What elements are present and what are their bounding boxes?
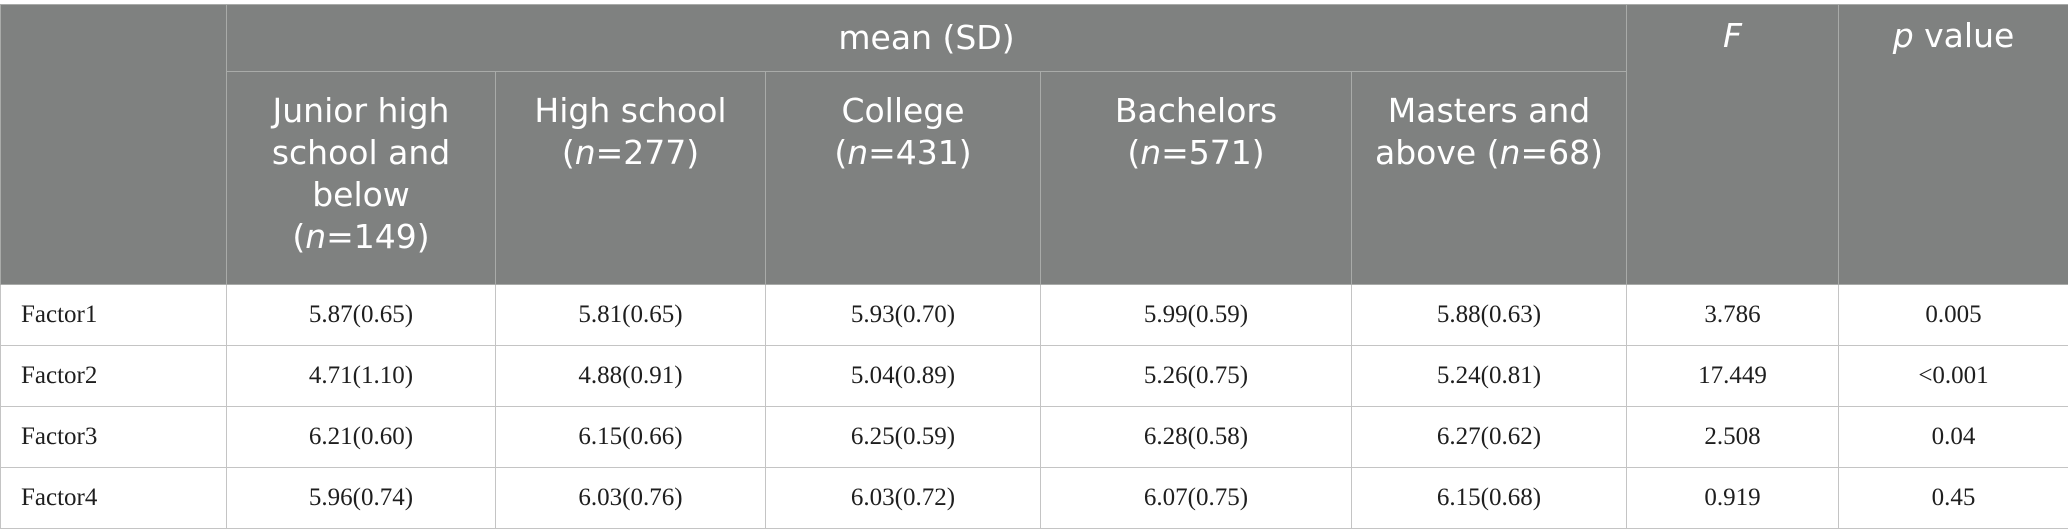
header-f: F — [1627, 5, 1839, 285]
anova-table: mean (SD) F p value Junior high school a… — [0, 4, 2068, 529]
row-label: Factor1 — [1, 285, 227, 346]
f-label: F — [1723, 16, 1742, 55]
n-prefix: ( — [1127, 133, 1140, 172]
mean-sd-cell: 6.03(0.76) — [496, 468, 766, 529]
f-cell: 2.508 — [1627, 407, 1839, 468]
header-n: (n=431) — [766, 132, 1040, 174]
n-prefix: ( — [562, 133, 575, 172]
f-cell: 0.919 — [1627, 468, 1839, 529]
n-value: =431) — [868, 133, 972, 172]
header-line: Bachelors — [1041, 90, 1351, 132]
mean-sd-cell: 5.26(0.75) — [1041, 346, 1352, 407]
n-value: =149) — [326, 217, 430, 256]
row-label: Factor3 — [1, 407, 227, 468]
p-cell: 0.04 — [1839, 407, 2068, 468]
n-value: =277) — [596, 133, 700, 172]
header-high-school: High school (n=277) — [496, 72, 766, 285]
header-n: (n=149) — [227, 216, 495, 258]
mean-sd-cell: 5.93(0.70) — [766, 285, 1041, 346]
header-line: school and — [227, 132, 495, 174]
mean-sd-cell: 5.88(0.63) — [1352, 285, 1627, 346]
mean-sd-cell: 5.96(0.74) — [227, 468, 496, 529]
n-var: n — [1140, 133, 1161, 172]
header-line: High school — [496, 90, 765, 132]
mean-sd-cell: 4.88(0.91) — [496, 346, 766, 407]
header-line: Masters and — [1352, 90, 1626, 132]
f-cell: 3.786 — [1627, 285, 1839, 346]
f-cell: 17.449 — [1627, 346, 1839, 407]
mean-sd-cell: 6.15(0.68) — [1352, 468, 1627, 529]
n-var: n — [305, 217, 326, 256]
n-var: n — [847, 133, 868, 172]
mean-sd-cell: 4.71(1.10) — [227, 346, 496, 407]
table-row: Factor1 5.87(0.65) 5.81(0.65) 5.93(0.70)… — [1, 285, 2068, 346]
mean-sd-cell: 5.24(0.81) — [1352, 346, 1627, 407]
header-row-1: mean (SD) F p value — [1, 5, 2068, 72]
n-var: n — [1500, 133, 1521, 172]
row-label: Factor2 — [1, 346, 227, 407]
header-n: (n=571) — [1041, 132, 1351, 174]
mean-sd-cell: 6.28(0.58) — [1041, 407, 1352, 468]
header-line: Junior high — [227, 90, 495, 132]
p-label-rest: value — [1914, 16, 2015, 55]
n-value: =571) — [1161, 133, 1265, 172]
row-label: Factor4 — [1, 468, 227, 529]
mean-sd-cell: 5.04(0.89) — [766, 346, 1041, 407]
table-row: Factor2 4.71(1.10) 4.88(0.91) 5.04(0.89)… — [1, 346, 2068, 407]
n-prefix: ( — [292, 217, 305, 256]
mean-sd-cell: 6.15(0.66) — [496, 407, 766, 468]
p-cell: <0.001 — [1839, 346, 2068, 407]
n-value: =68) — [1520, 133, 1603, 172]
mean-sd-cell: 6.27(0.62) — [1352, 407, 1627, 468]
header-p-value: p value — [1839, 5, 2068, 285]
header-masters: Masters and above (n=68) — [1352, 72, 1627, 285]
mean-sd-cell: 6.25(0.59) — [766, 407, 1041, 468]
header-line: below — [227, 174, 495, 216]
header-line: College — [766, 90, 1040, 132]
p-label-italic: p — [1893, 16, 1914, 55]
mean-sd-cell: 6.07(0.75) — [1041, 468, 1352, 529]
header-college: College (n=431) — [766, 72, 1041, 285]
table-row: Factor3 6.21(0.60) 6.15(0.66) 6.25(0.59)… — [1, 407, 2068, 468]
mean-sd-cell: 6.03(0.72) — [766, 468, 1041, 529]
mean-sd-cell: 5.87(0.65) — [227, 285, 496, 346]
corner-cell — [1, 5, 227, 285]
mean-sd-cell: 5.81(0.65) — [496, 285, 766, 346]
p-cell: 0.45 — [1839, 468, 2068, 529]
n-prefix: above ( — [1375, 133, 1500, 172]
header-n: above (n=68) — [1352, 132, 1626, 174]
header-n: (n=277) — [496, 132, 765, 174]
mean-sd-cell: 5.99(0.59) — [1041, 285, 1352, 346]
table-row: Factor4 5.96(0.74) 6.03(0.76) 6.03(0.72)… — [1, 468, 2068, 529]
header-junior-high: Junior high school and below (n=149) — [227, 72, 496, 285]
n-var: n — [575, 133, 596, 172]
n-prefix: ( — [834, 133, 847, 172]
mean-sd-cell: 6.21(0.60) — [227, 407, 496, 468]
p-cell: 0.005 — [1839, 285, 2068, 346]
group-header-mean-sd: mean (SD) — [227, 5, 1627, 72]
header-bachelors: Bachelors (n=571) — [1041, 72, 1352, 285]
